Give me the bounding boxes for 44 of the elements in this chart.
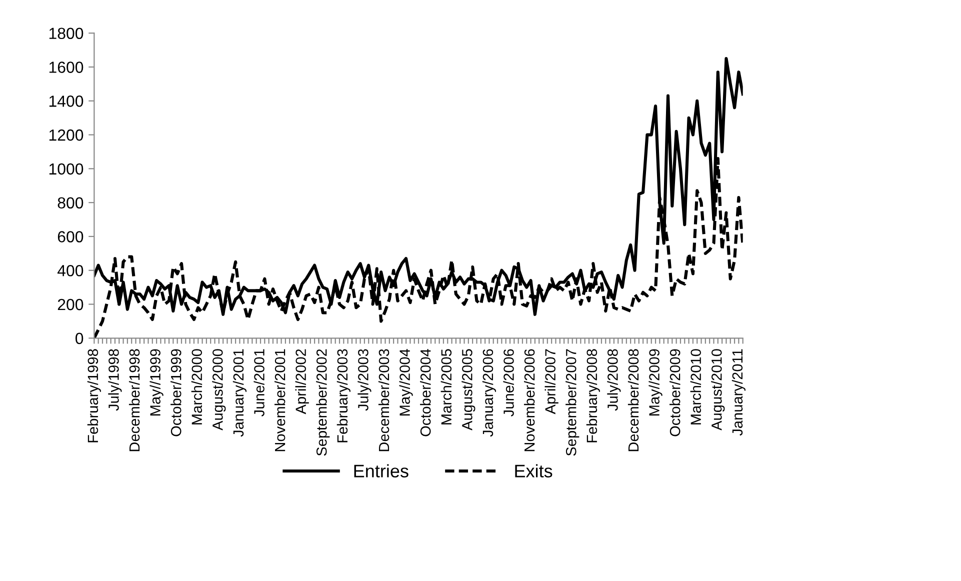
x-tick-label: September/2002 <box>316 349 330 456</box>
x-tick-label: March/2005 <box>440 349 452 424</box>
x-tick-label: September/2007 <box>566 349 580 456</box>
x-tick-label: July/1998 <box>108 349 122 411</box>
legend-label: Exits <box>515 464 552 478</box>
x-tick-label: June/2006 <box>503 349 514 416</box>
x-tick-label: March/2010 <box>690 349 702 424</box>
x-tick-label: February/2008 <box>586 349 600 442</box>
x-tick-label: August/2000 <box>212 349 226 430</box>
x-tick-label: August/2010 <box>711 349 725 430</box>
x-tick-label: June/2001 <box>254 349 264 416</box>
y-tick-label: 200 <box>58 298 84 310</box>
y-tick-label: 600 <box>58 231 84 242</box>
y-tick-label: 1200 <box>49 129 84 141</box>
y-tick-label: 400 <box>57 264 84 276</box>
x-tick-label: October/2004 <box>420 348 431 436</box>
x-tick-label: May//1999 <box>150 349 164 416</box>
x-tick-label: December/2008 <box>628 349 639 452</box>
y-tick-label: 0 <box>76 332 84 344</box>
x-tick-label: January/2011 <box>732 349 746 436</box>
x-tick-label: October/1999 <box>170 349 182 436</box>
x-tick-label: November/2006 <box>524 349 535 452</box>
x-tick-label: November/2001 <box>274 349 286 452</box>
x-tick-label: February/2003 <box>336 349 350 442</box>
x-tick-label: October/2009 <box>670 349 680 436</box>
x-tick-label: July/2003 <box>358 349 372 411</box>
y-tick-label: 800 <box>58 197 84 209</box>
y-tick-label: 1600 <box>49 62 84 73</box>
x-tick-label: August/2005 <box>462 349 476 430</box>
x-tick-label: May//2004 <box>399 348 413 416</box>
x-tick-label: May//2009 <box>648 349 662 416</box>
y-tick-label: 1400 <box>49 96 84 107</box>
y-tick-label: 1800 <box>49 28 84 40</box>
x-tick-label: January/2001 <box>232 349 247 437</box>
x-tick-label: April/2002 <box>295 349 309 414</box>
legend-label: Entries <box>354 464 408 478</box>
x-tick-label: July/2008 <box>607 349 621 411</box>
x-tick-label: December/2003 <box>378 349 390 452</box>
y-tick-label: 1000 <box>49 163 84 175</box>
x-tick-label: April/2007 <box>544 349 558 414</box>
x-tick-label: February/1998 <box>87 349 101 442</box>
x-tick-label: March/2000 <box>191 349 202 424</box>
x-tick-label: January/2006 <box>482 349 496 437</box>
x-tick-label: December/1998 <box>128 349 140 452</box>
